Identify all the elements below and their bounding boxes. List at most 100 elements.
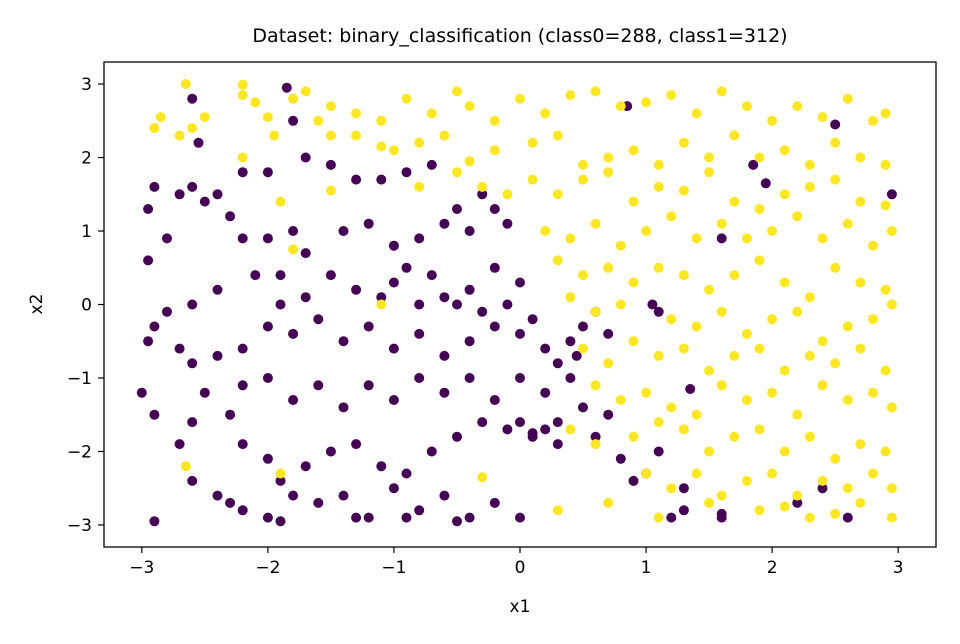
class0-point (187, 93, 198, 104)
class1-point (641, 387, 652, 398)
class0-point (716, 233, 727, 244)
class0-point (540, 343, 551, 354)
class1-point (804, 350, 815, 361)
class1-point (565, 233, 576, 244)
class1-point (704, 497, 715, 508)
class0-point (552, 417, 563, 428)
class1-point (754, 152, 765, 163)
class1-point (590, 218, 601, 229)
class0-point (452, 431, 462, 442)
class0-point (401, 468, 412, 479)
class0-point (275, 516, 286, 527)
class1-point (590, 439, 601, 450)
class1-point (174, 130, 185, 141)
class1-point (269, 130, 280, 141)
class0-point (830, 119, 841, 130)
class0-point (426, 446, 437, 457)
class1-point (880, 284, 891, 295)
class1-point (804, 181, 815, 192)
class0-point (414, 373, 425, 383)
class0-point (143, 204, 154, 214)
class0-point (237, 505, 248, 516)
class0-point (464, 512, 475, 523)
class1-point (313, 115, 324, 126)
class1-point (741, 233, 752, 244)
class1-point (628, 277, 639, 288)
class0-point (477, 417, 488, 428)
class1-point (414, 181, 425, 192)
class1-point (842, 483, 853, 494)
class0-point (300, 248, 311, 259)
class0-point (300, 152, 311, 163)
class1-point (325, 185, 336, 196)
class1-point (325, 101, 336, 112)
class1-point (666, 90, 677, 101)
class1-point (804, 292, 815, 303)
class0-point (653, 306, 664, 317)
class0-point (886, 189, 897, 200)
class1-point (300, 86, 311, 97)
class1-point (376, 115, 387, 126)
class1-point (615, 299, 626, 310)
class1-point (716, 306, 727, 317)
class0-point (817, 483, 828, 494)
class1-point (275, 196, 286, 207)
y-tick-label: −1 (67, 369, 92, 389)
class1-point (704, 284, 715, 295)
class0-point (376, 174, 387, 185)
class0-point (685, 384, 696, 394)
class0-point (187, 475, 198, 486)
class0-point (162, 233, 172, 244)
class1-point (552, 505, 563, 516)
class0-point (540, 387, 551, 398)
class1-point (704, 365, 715, 376)
class0-point (262, 453, 273, 464)
class1-point (565, 424, 576, 435)
class1-point (704, 152, 715, 163)
class1-point (628, 431, 639, 442)
class1-point (767, 468, 778, 479)
class0-point (187, 299, 198, 310)
class1-point (779, 365, 790, 376)
class0-point (716, 508, 727, 519)
class0-point (262, 233, 273, 244)
class0-point (489, 262, 500, 273)
class1-point (817, 233, 828, 244)
class1-point (817, 112, 828, 123)
class1-point (552, 255, 563, 266)
class1-point (767, 387, 778, 398)
class1-point (716, 86, 727, 97)
x-tick-label: −3 (129, 558, 154, 578)
class1-point (678, 185, 689, 196)
class1-point (237, 152, 248, 163)
class1-point (388, 145, 399, 156)
class1-point (842, 395, 853, 405)
class1-point (886, 512, 897, 523)
class1-point (830, 174, 841, 185)
class1-point (666, 402, 677, 413)
class0-point (300, 461, 311, 472)
class0-point (426, 270, 437, 281)
class1-point (880, 446, 891, 457)
class0-point (678, 483, 689, 494)
class1-point (615, 395, 626, 405)
class0-point (275, 270, 286, 281)
class1-point (880, 108, 891, 119)
class1-point (767, 226, 778, 236)
class1-point (351, 108, 362, 119)
class1-point (666, 314, 677, 325)
class1-point (452, 167, 462, 178)
class0-point (288, 395, 299, 405)
class1-point (489, 115, 500, 126)
class0-point (760, 178, 771, 189)
class0-point (565, 373, 576, 383)
class0-point (262, 373, 273, 383)
class0-point (653, 446, 664, 457)
class0-point (338, 490, 349, 501)
x-tick-label: −2 (255, 558, 280, 578)
class0-point (414, 299, 425, 310)
class1-point (678, 137, 689, 148)
class0-point (502, 424, 513, 435)
class0-point (426, 159, 437, 170)
x-tick-label: 3 (893, 558, 904, 578)
